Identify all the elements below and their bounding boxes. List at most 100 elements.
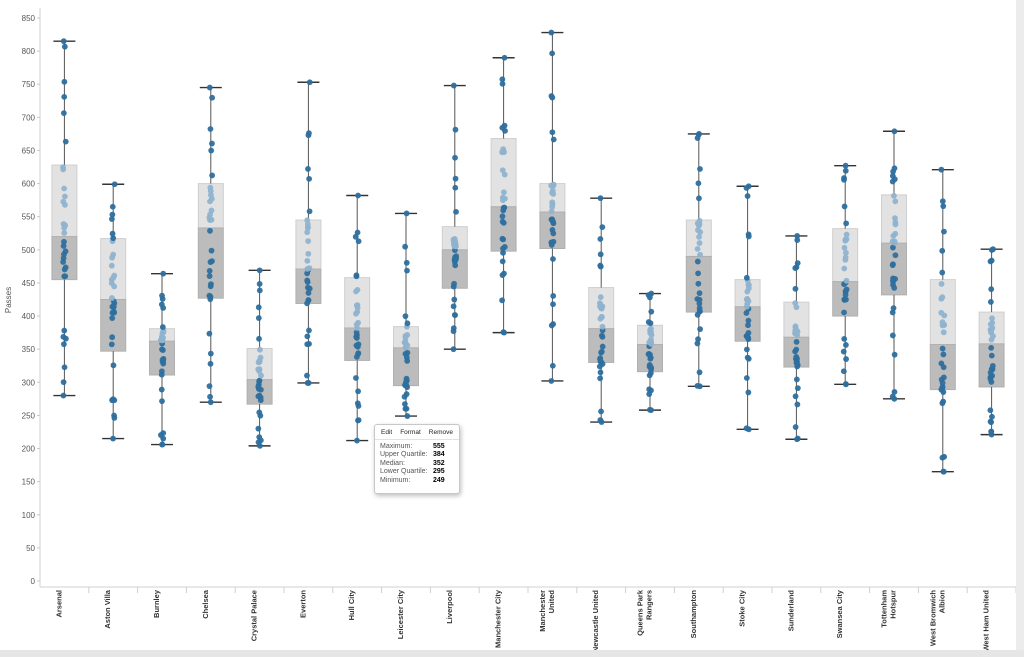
data-point [548,208,555,215]
data-point [597,417,604,423]
data-point [453,255,459,261]
data-point [353,375,359,381]
data-point [794,332,801,339]
data-point [890,277,896,284]
data-point [500,249,506,256]
data-point [159,441,166,448]
data-point [841,203,848,210]
tooltip-remove-button[interactable]: Remove [428,429,454,436]
y-tick-label: 600 [22,180,36,189]
tooltip-value: 352 [433,459,445,467]
data-point [987,407,994,414]
data-point [452,126,459,133]
data-point [306,79,313,86]
data-point [257,437,264,444]
data-point [892,252,899,259]
data-point [111,414,118,421]
data-point [501,54,508,61]
y-tick-label: 500 [22,246,36,255]
data-point [109,295,115,301]
data-point [940,203,947,210]
data-point [988,336,995,343]
data-point [256,359,263,365]
data-point [206,84,213,91]
data-point [403,375,410,382]
data-point [550,256,556,262]
x-tick-label: Chelsea [201,589,210,619]
data-point [304,257,311,264]
tooltip-label: Median: [380,459,405,467]
data-point [988,428,995,435]
data-point [108,280,115,287]
y-tick-label: 250 [22,411,36,420]
x-tick-label: Tottenham [880,590,889,628]
data-point [793,359,800,366]
data-point [939,380,946,386]
data-point [645,319,652,325]
data-point [743,333,750,339]
horizontal-scrollbar[interactable] [0,650,1024,657]
data-point [987,418,994,425]
data-point [548,242,555,248]
data-point [792,348,799,355]
data-point [206,292,213,299]
data-point [745,322,751,329]
data-point [696,195,702,202]
data-point [110,435,116,442]
tooltip-format-button[interactable]: Format [400,429,421,436]
data-point [402,313,409,320]
data-point [111,272,118,279]
x-tick-label: Leicester City [396,589,405,639]
data-point [988,344,995,351]
data-point [597,315,604,322]
data-point [159,398,165,405]
data-point [304,333,311,340]
data-point [109,203,116,210]
data-point [304,277,311,284]
data-point [256,281,263,287]
data-point [694,258,701,265]
tooltip-label: Maximum: [380,443,413,450]
data-point [988,379,995,385]
data-point [355,417,362,424]
data-point [599,224,606,230]
tooltip-actions: Edit Format Remove [375,425,459,440]
data-point [61,193,68,200]
data-point [61,327,68,334]
y-tick-label: 450 [22,279,36,288]
data-point [988,286,995,293]
data-point [306,285,313,292]
data-point [404,413,411,419]
data-point [548,378,555,384]
data-point [794,260,801,266]
data-point [695,180,702,187]
data-point [110,235,117,242]
data-point [206,383,213,390]
data-point [550,230,557,237]
data-point [61,78,68,85]
vertical-scrollbar[interactable] [1016,0,1024,650]
data-point [743,375,750,381]
data-point [939,247,946,254]
tooltip-edit-button[interactable]: Edit [381,429,393,436]
data-point [648,366,654,373]
data-point [402,334,409,341]
data-point [403,259,410,266]
data-point [255,425,262,432]
x-tick-label: West Bromwich [928,590,937,647]
data-point [401,393,408,400]
data-point [597,369,604,376]
data-point [889,332,896,339]
data-point [696,240,703,246]
data-point [109,334,116,341]
x-tick-label: Queens Park [636,589,645,636]
data-point [940,351,947,358]
data-point [160,430,167,437]
data-point [206,267,213,274]
data-point [842,167,849,174]
data-point [987,369,994,376]
data-point [599,333,606,340]
data-point [889,238,896,245]
data-point [305,166,311,172]
data-point [696,290,703,297]
